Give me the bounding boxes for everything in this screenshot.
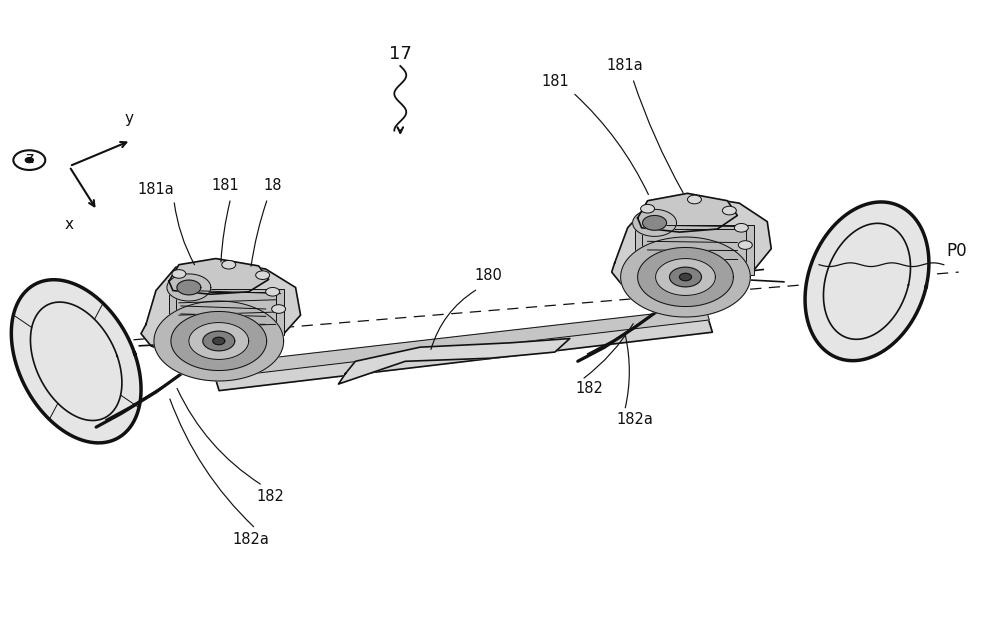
Polygon shape bbox=[154, 301, 284, 381]
Text: 17: 17 bbox=[389, 44, 412, 62]
Polygon shape bbox=[11, 280, 141, 443]
Polygon shape bbox=[680, 273, 691, 281]
Bar bbox=[642, 229, 746, 271]
Text: 181a: 181a bbox=[138, 182, 174, 197]
Circle shape bbox=[687, 195, 701, 204]
Polygon shape bbox=[656, 258, 715, 295]
FancyArrowPatch shape bbox=[431, 290, 476, 349]
Text: z: z bbox=[25, 151, 33, 166]
Polygon shape bbox=[670, 267, 701, 287]
Text: 182: 182 bbox=[257, 489, 285, 504]
Polygon shape bbox=[141, 261, 301, 360]
Circle shape bbox=[25, 158, 33, 163]
FancyArrowPatch shape bbox=[170, 399, 254, 527]
FancyArrowPatch shape bbox=[625, 335, 629, 408]
Circle shape bbox=[738, 240, 752, 249]
Polygon shape bbox=[169, 258, 269, 294]
Text: y: y bbox=[125, 111, 134, 126]
Polygon shape bbox=[177, 280, 201, 295]
Circle shape bbox=[222, 260, 236, 269]
Polygon shape bbox=[612, 195, 771, 298]
FancyArrowPatch shape bbox=[251, 201, 267, 266]
FancyArrowPatch shape bbox=[174, 203, 195, 265]
Polygon shape bbox=[643, 216, 667, 231]
Circle shape bbox=[272, 305, 286, 313]
FancyArrowPatch shape bbox=[584, 324, 633, 378]
Text: 181: 181 bbox=[212, 179, 240, 193]
Circle shape bbox=[722, 206, 736, 215]
Text: 182a: 182a bbox=[616, 412, 653, 427]
Polygon shape bbox=[638, 247, 733, 307]
Polygon shape bbox=[167, 274, 211, 301]
Polygon shape bbox=[633, 210, 677, 237]
Circle shape bbox=[266, 287, 280, 296]
Polygon shape bbox=[171, 311, 267, 371]
Text: 18: 18 bbox=[263, 179, 282, 193]
Polygon shape bbox=[638, 193, 737, 232]
Text: 180: 180 bbox=[474, 268, 502, 282]
Polygon shape bbox=[212, 313, 712, 391]
Polygon shape bbox=[338, 339, 570, 384]
Polygon shape bbox=[203, 331, 235, 351]
Polygon shape bbox=[189, 323, 249, 360]
Text: 182a: 182a bbox=[232, 532, 269, 547]
Text: P0: P0 bbox=[946, 242, 967, 260]
Text: x: x bbox=[65, 216, 74, 232]
Circle shape bbox=[734, 224, 748, 232]
FancyArrowPatch shape bbox=[177, 389, 260, 484]
Circle shape bbox=[641, 205, 655, 213]
FancyArrowPatch shape bbox=[221, 201, 230, 262]
Bar bbox=[176, 292, 276, 331]
Text: 181: 181 bbox=[541, 74, 569, 89]
Bar bbox=[169, 289, 284, 335]
Polygon shape bbox=[213, 337, 225, 345]
Polygon shape bbox=[805, 202, 929, 361]
FancyArrowPatch shape bbox=[575, 95, 648, 195]
Text: 182: 182 bbox=[576, 381, 604, 397]
Bar bbox=[635, 225, 754, 275]
Circle shape bbox=[256, 271, 270, 279]
Polygon shape bbox=[219, 308, 709, 377]
Polygon shape bbox=[621, 237, 750, 317]
Text: 181a: 181a bbox=[606, 59, 643, 74]
Circle shape bbox=[172, 269, 186, 278]
FancyArrowPatch shape bbox=[634, 81, 683, 193]
